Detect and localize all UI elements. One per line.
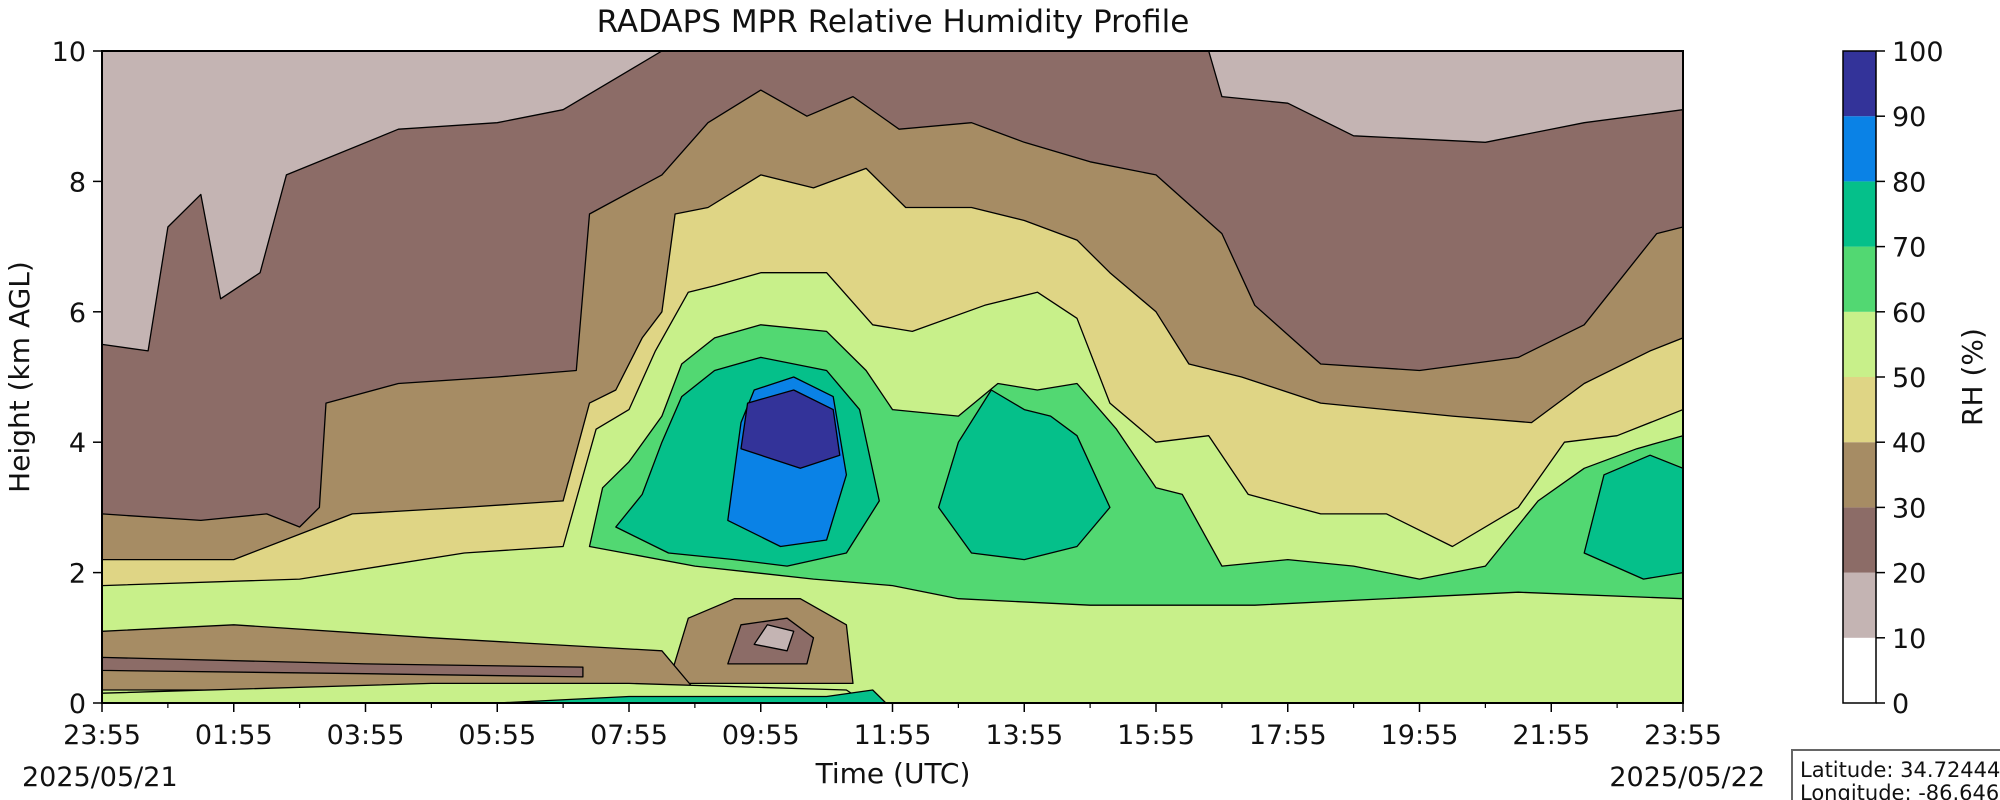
y-tick-label: 8 (69, 167, 86, 198)
y-tick-label: 4 (69, 428, 86, 459)
y-tick-label: 0 (69, 689, 86, 720)
x-tick-label: 13:55 (985, 720, 1063, 751)
rh-band-90-100 (740, 389, 841, 469)
rh-band-60-70 (588, 324, 1683, 606)
colorbar-tick-label: 10 (1892, 624, 1926, 655)
colorbar-tick-label: 70 (1892, 233, 1926, 264)
x-axis: 23:55 01:55 03:55 05:55 07:55 09:55 11:55 13:55… (63, 703, 1722, 751)
info-longitude: Longitude: -86.64611 (1800, 781, 2000, 800)
x-tick-label: 23:55 (1644, 720, 1722, 751)
x-axis-label: Time (UTC) (815, 757, 971, 790)
x-tick-label: 15:55 (1117, 720, 1195, 751)
colorbar-swatch (1843, 637, 1876, 703)
x-tick-label: 07:55 (590, 720, 668, 751)
colorbar-tick-label: 100 (1892, 37, 1944, 68)
colorbar-swatch (1843, 246, 1876, 312)
colorbar-tick-label: 80 (1892, 167, 1926, 198)
rh-dry-center (753, 624, 795, 652)
y-tick-label: 6 (69, 298, 86, 329)
colorbar-tick-label: 90 (1892, 102, 1926, 133)
start-date-label: 2025/05/21 (22, 762, 178, 793)
x-tick-label: 11:55 (854, 720, 932, 751)
colorbar: 0 10 20 30 40 50 60 70 80 90 100 (1842, 37, 1944, 720)
rh-low-dry-streak (102, 656, 584, 678)
info-latitude: Latitude: 34.72444 (1800, 758, 2000, 782)
colorbar-tick-label: 20 (1892, 559, 1926, 590)
colorbar-swatch (1843, 51, 1876, 117)
x-tick-label: 05:55 (458, 720, 536, 751)
y-tick-label: 2 (69, 559, 86, 590)
x-tick-label: 01:55 (195, 720, 273, 751)
x-tick-label: 21:55 (1512, 720, 1590, 751)
x-tick-label: 17:55 (1249, 720, 1327, 751)
info-box: Latitude: 34.72444 Longitude: -86.64611 (1791, 749, 2000, 800)
colorbar-swatch (1843, 377, 1876, 443)
x-tick-label: 19:55 (1381, 720, 1459, 751)
colorbar-swatch (1843, 116, 1876, 182)
x-tick-label: 03:55 (327, 720, 405, 751)
colorbar-swatch (1843, 181, 1876, 247)
colorbar-swatch (1843, 442, 1876, 508)
chart-title: RADAPS MPR Relative Humidity Profile (597, 4, 1190, 40)
colorbar-tick-label: 40 (1892, 428, 1926, 459)
colorbar-tick-label: 0 (1892, 689, 1909, 720)
colorbar-swatch (1843, 507, 1876, 573)
y-axis: 0 2 4 6 8 10 (52, 37, 102, 720)
rh-surface-70 (496, 689, 887, 703)
colorbar-tick-label: 50 (1892, 363, 1926, 394)
rh-band-70-80-b (937, 389, 1111, 561)
colorbar-label: RH (%) (1956, 328, 1989, 426)
x-tick-label: 23:55 (63, 720, 141, 751)
rh-band-70-80-c (1583, 454, 1683, 580)
colorbar-tick-label: 30 (1892, 493, 1926, 524)
y-axis-label: Height (km AGL) (3, 261, 36, 493)
colorbar-swatch (1843, 311, 1876, 377)
colorbar-tick-label: 60 (1892, 298, 1926, 329)
colorbar-swatch (1843, 572, 1876, 638)
y-tick-label: 10 (52, 37, 86, 68)
plot-area (102, 51, 1683, 703)
end-date-label: 2025/05/22 (1609, 762, 1765, 793)
x-tick-label: 09:55 (722, 720, 800, 751)
